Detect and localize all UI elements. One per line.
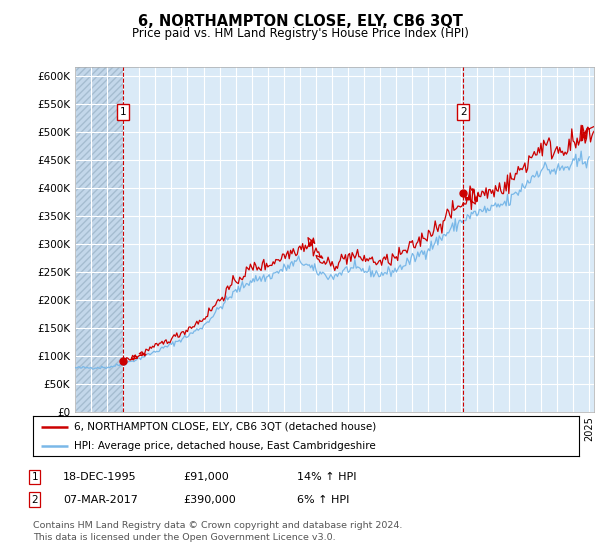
Text: 6, NORTHAMPTON CLOSE, ELY, CB6 3QT: 6, NORTHAMPTON CLOSE, ELY, CB6 3QT — [137, 14, 463, 29]
Text: This data is licensed under the Open Government Licence v3.0.: This data is licensed under the Open Gov… — [33, 533, 335, 542]
Text: 2: 2 — [31, 494, 38, 505]
Text: Contains HM Land Registry data © Crown copyright and database right 2024.: Contains HM Land Registry data © Crown c… — [33, 521, 403, 530]
Text: 6% ↑ HPI: 6% ↑ HPI — [297, 494, 349, 505]
Text: 07-MAR-2017: 07-MAR-2017 — [63, 494, 138, 505]
Text: 18-DEC-1995: 18-DEC-1995 — [63, 472, 137, 482]
Text: £390,000: £390,000 — [183, 494, 236, 505]
Text: Price paid vs. HM Land Registry's House Price Index (HPI): Price paid vs. HM Land Registry's House … — [131, 27, 469, 40]
Text: 1: 1 — [31, 472, 38, 482]
Text: 2: 2 — [460, 107, 467, 117]
Text: 14% ↑ HPI: 14% ↑ HPI — [297, 472, 356, 482]
Text: HPI: Average price, detached house, East Cambridgeshire: HPI: Average price, detached house, East… — [74, 441, 376, 451]
Text: 6, NORTHAMPTON CLOSE, ELY, CB6 3QT (detached house): 6, NORTHAMPTON CLOSE, ELY, CB6 3QT (deta… — [74, 422, 376, 432]
Bar — [75, 67, 123, 412]
Text: 1: 1 — [119, 107, 126, 117]
Text: £91,000: £91,000 — [183, 472, 229, 482]
